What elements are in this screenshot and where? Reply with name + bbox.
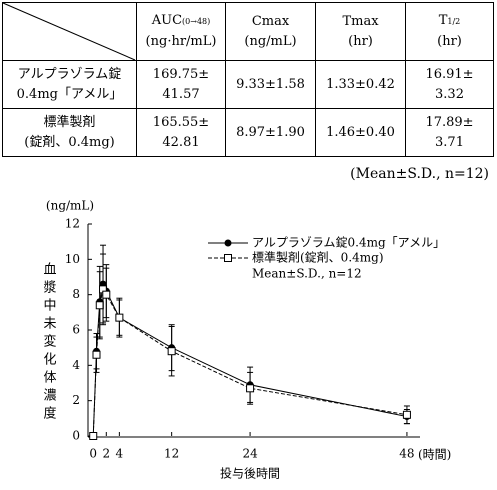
table-row: 標準製剤 (錠剤、0.4mg) 165.55± 42.81 8.97±1.90 1.46±… bbox=[2, 108, 494, 157]
y-label: 血漿中未変化体濃度 bbox=[41, 262, 57, 424]
y-tick-label: 4 bbox=[72, 358, 80, 372]
y-unit: (ng/mL) bbox=[46, 199, 94, 213]
data-point bbox=[102, 290, 111, 299]
cell-line: 3.71 bbox=[435, 134, 464, 150]
x-label: 投与後時間 bbox=[220, 466, 280, 481]
cell-line: (錠剤、0.4mg) bbox=[24, 134, 115, 150]
value-cell: 1.33±0.42 bbox=[315, 60, 406, 109]
cell-line: 16.91± bbox=[425, 66, 474, 82]
header-unit: (ng/mL) bbox=[244, 33, 297, 49]
cell-line: 42.81 bbox=[162, 134, 200, 150]
legend-label: アルプラゾラム錠0.4mg「アメル」 bbox=[252, 235, 445, 250]
header-unit: (ng·hr/mL) bbox=[145, 34, 217, 49]
value-cell: 8.97±1.90 bbox=[225, 108, 316, 157]
series-line bbox=[92, 288, 408, 437]
data-point bbox=[95, 301, 104, 310]
x-tick-label: 24 bbox=[242, 447, 258, 461]
data-point bbox=[89, 432, 98, 440]
table-row: アルプラゾラム錠 0.4mg「アメル」 169.75± 41.57 9.33±1.58 1… bbox=[2, 60, 494, 109]
row-label: アルプラゾラム錠 0.4mg「アメル」 bbox=[2, 60, 137, 109]
x-tick-label: 48 bbox=[399, 447, 414, 461]
header-cell: T1/2 (hr) bbox=[405, 2, 494, 61]
series-line bbox=[92, 282, 408, 437]
header-unit: (hr) bbox=[348, 33, 373, 49]
cell-line: 169.75± bbox=[152, 66, 210, 82]
x-tick-label: 0 bbox=[89, 447, 97, 461]
value-cell: 9.33±1.58 bbox=[225, 60, 316, 109]
data-point bbox=[402, 410, 411, 419]
corner-cell bbox=[2, 2, 137, 61]
x-unit: (時間) bbox=[418, 448, 451, 462]
value-cell: 16.91± 3.32 bbox=[405, 60, 494, 109]
cell-line: 3.32 bbox=[435, 86, 464, 102]
cell-line: 9.33±1.58 bbox=[236, 76, 305, 92]
value-cell: 169.75± 41.57 bbox=[136, 60, 226, 109]
pk-table: AUC(0→48) (ng·hr/mL) Cmax (ng/mL) Tmax (hr)… bbox=[2, 2, 494, 157]
data-point bbox=[92, 350, 101, 359]
data-point bbox=[246, 384, 255, 393]
cell-line: 0.4mg「アメル」 bbox=[16, 86, 123, 102]
y-tick-label: 2 bbox=[72, 393, 80, 407]
header-unit: (hr) bbox=[437, 34, 462, 49]
data-point bbox=[115, 313, 124, 322]
header-cell: Tmax (hr) bbox=[315, 2, 406, 61]
header-cell: AUC(0→48) (ng·hr/mL) bbox=[136, 2, 226, 61]
data-point bbox=[167, 347, 176, 356]
cell-line: 165.55± bbox=[152, 114, 210, 130]
y-tick-label: 12 bbox=[65, 217, 80, 231]
legend-note: Mean±S.D., n=12 bbox=[252, 267, 362, 281]
cell-line: 8.97±1.90 bbox=[236, 124, 305, 140]
legend-marker bbox=[224, 254, 232, 262]
cell-line: 標準製剤 bbox=[43, 114, 96, 130]
cell-line: 1.46±0.40 bbox=[326, 124, 395, 140]
legend-marker bbox=[224, 239, 232, 247]
header-name: T bbox=[438, 13, 448, 28]
y-tick-label: 10 bbox=[65, 252, 80, 266]
cell-line: 41.57 bbox=[162, 86, 200, 102]
x-tick-label: 4 bbox=[116, 447, 124, 461]
header-name: Tmax bbox=[342, 13, 379, 29]
header-name: AUC bbox=[151, 13, 183, 28]
y-tick-label: 0 bbox=[72, 429, 80, 443]
value-cell: 17.89± 3.71 bbox=[405, 108, 494, 157]
header-sub: 1/2 bbox=[447, 17, 461, 26]
x-tick-label: 2 bbox=[102, 447, 110, 461]
x-tick-label: 12 bbox=[164, 447, 179, 461]
cell-line: 17.89± bbox=[425, 114, 474, 130]
y-tick-label: 6 bbox=[72, 323, 80, 337]
table-note: (Mean±S.D., n=12) bbox=[350, 166, 489, 182]
header-name: Cmax bbox=[251, 13, 290, 29]
row-label: 標準製剤 (錠剤、0.4mg) bbox=[2, 108, 137, 157]
header-cell: Cmax (ng/mL) bbox=[225, 2, 316, 61]
y-tick-label: 8 bbox=[72, 287, 80, 301]
value-cell: 1.46±0.40 bbox=[315, 108, 406, 157]
header-sub: (0→48) bbox=[182, 17, 211, 26]
legend-label: 標準製剤(錠剤、0.4mg) bbox=[252, 250, 384, 265]
cell-line: アルプラゾラム錠 bbox=[17, 66, 122, 82]
cell-line: 1.33±0.42 bbox=[326, 76, 395, 92]
value-cell: 165.55± 42.81 bbox=[136, 108, 226, 157]
